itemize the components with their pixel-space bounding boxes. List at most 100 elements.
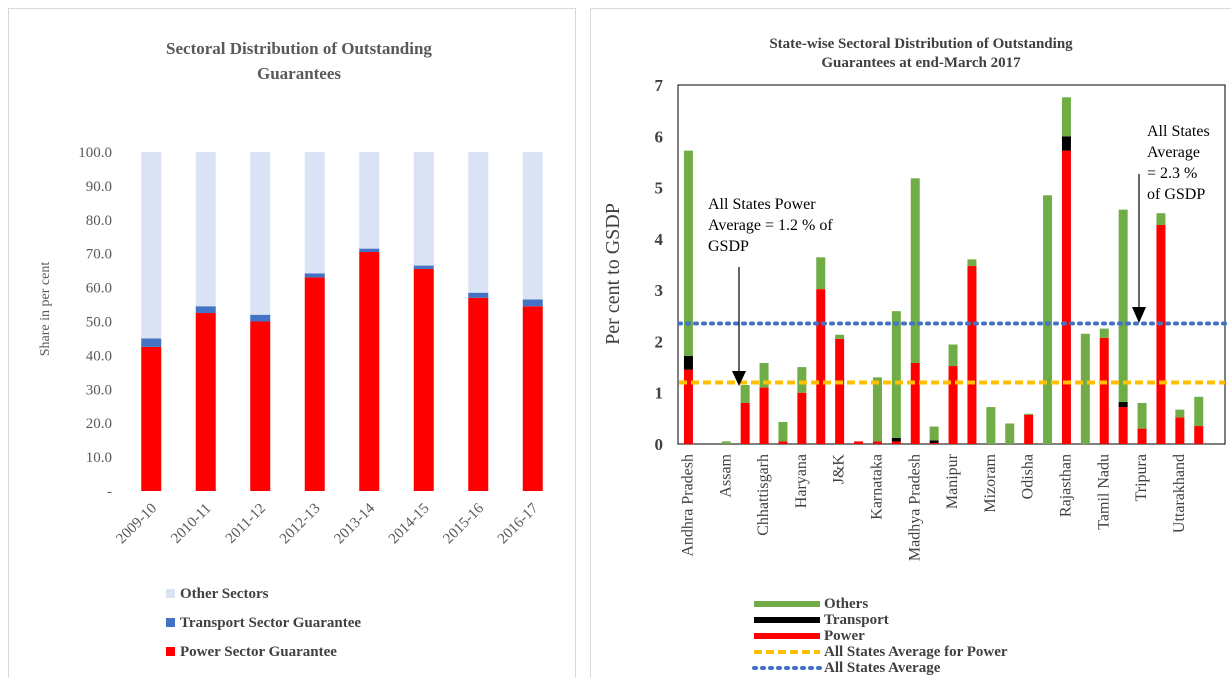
right-bar-others [1024, 413, 1034, 415]
right-x-tick-label: Manipur [944, 453, 961, 509]
right-bar-power [816, 289, 826, 444]
right-legend-label: Power [824, 628, 865, 644]
right-y-tick-label: 4 [655, 230, 664, 249]
right-x-tick-label: Mizoram [982, 453, 999, 512]
right-x-tick-label: Madhya Pradesh [906, 454, 923, 561]
right-bar-transport [683, 355, 693, 370]
left-y-tick-label: 70.0 [86, 247, 112, 263]
right-bar-others [797, 367, 807, 393]
right-y-tick-label: 2 [655, 332, 664, 351]
right-bar-others [683, 150, 693, 356]
right-bar-power [1156, 225, 1166, 444]
left-bar-power-sector-guarantee [359, 252, 380, 491]
left-x-tick-label: 2010-11 [168, 501, 214, 547]
left-bar-power-sector-guarantee [195, 313, 216, 491]
left-bar-transport-sector-guarantee [250, 314, 271, 322]
left-bar-other-sectors [359, 152, 380, 249]
right-bar-power [740, 402, 750, 444]
right-bar-power [891, 441, 901, 444]
left-chart-y-ticks: - 10.0 20.0 30.0 40.0 50.0 60.0 70.0 80.0 90.0 100… [78, 145, 112, 500]
left-y-tick-label: 90.0 [86, 179, 112, 195]
right-y-tick-label: 6 [655, 127, 664, 146]
annotation-power-average-arrowhead [732, 371, 746, 386]
right-legend-swatch [754, 633, 820, 639]
right-bar-others [1080, 333, 1090, 444]
left-chart-y-axis-label: Share in per cent [38, 262, 53, 357]
left-bar-other-sectors [141, 152, 162, 339]
annotation-all-average-arrowhead [1132, 307, 1146, 323]
right-chart-title-line2: Guarantees at end-March 2017 [821, 55, 1021, 71]
left-bar-power-sector-guarantee [141, 346, 162, 491]
right-bar-others [872, 377, 882, 442]
left-chart-bars [141, 152, 543, 491]
right-bar-power [1175, 417, 1185, 444]
right-bar-power [835, 338, 845, 444]
right-bar-others [1005, 423, 1015, 444]
right-x-tick-label: Andhra Pradesh [679, 454, 696, 557]
left-chart-panel: Sectoral Distribution of Outstanding Gua… [8, 8, 576, 678]
left-bar-power-sector-guarantee [468, 297, 489, 491]
left-legend-swatch [166, 647, 175, 656]
right-bar-others [1156, 213, 1166, 226]
left-y-tick-label: 40.0 [86, 348, 112, 364]
left-y-tick-label: 30.0 [86, 382, 112, 398]
right-chart-y-ticks: 0 1 2 3 4 5 6 7 [655, 76, 664, 454]
right-legend-swatch [754, 601, 820, 607]
right-chart-title-line1: State-wise Sectoral Distribution of Outs… [769, 36, 1073, 52]
annotation-power-average-text: GSDP [708, 238, 749, 255]
annotation-all-average-text: All States [1147, 123, 1210, 140]
right-bar-others [986, 407, 996, 444]
right-x-tick-label: Karnataka [868, 454, 885, 520]
right-bar-others [948, 344, 958, 367]
right-chart-annotations: All States Power Average = 1.2 % of GSDP Al… [708, 123, 1210, 386]
right-bar-power [1118, 407, 1128, 444]
left-chart-x-ticks: 2009-10 2010-11 2011-12 2012-13 2013-14 2014-… [113, 500, 542, 547]
annotation-power-average-text: All States Power [708, 196, 816, 213]
right-bar-power [1061, 150, 1071, 444]
right-bar-power [1194, 426, 1204, 444]
right-legend-label: All States Average for Power [824, 644, 1008, 660]
left-chart-legend: Other Sectors Transport Sector Guarantee P… [166, 586, 361, 660]
left-y-tick-label: 60.0 [86, 281, 112, 297]
right-x-tick-label: Odisha [1020, 454, 1037, 499]
right-bar-power [1099, 337, 1109, 444]
right-bar-others [1099, 328, 1109, 338]
left-bar-power-sector-guarantee [250, 321, 271, 491]
left-x-tick-label: 2012-13 [277, 501, 324, 548]
left-legend-label: Power Sector Guarantee [180, 644, 337, 660]
right-bar-others [967, 259, 977, 267]
right-legend-label: Transport [824, 612, 889, 628]
right-bar-power [910, 362, 920, 444]
left-bar-transport-sector-guarantee [522, 299, 543, 307]
left-bar-power-sector-guarantee [522, 306, 543, 491]
annotation-all-average-text: = 2.3 % [1147, 165, 1197, 182]
right-legend-label: All States Average [824, 660, 941, 676]
right-legend-label: Others [824, 596, 868, 612]
right-bar-others [1118, 209, 1128, 402]
right-bar-others [910, 178, 920, 363]
right-chart-reference-lines [677, 321, 1227, 385]
right-bar-power [948, 366, 958, 444]
right-y-tick-label: 7 [655, 76, 664, 95]
left-bar-transport-sector-guarantee [304, 273, 325, 278]
right-bar-others [816, 257, 826, 290]
left-y-tick-label: 10.0 [86, 450, 112, 466]
right-bar-others [1061, 97, 1071, 137]
right-bar-others [721, 441, 731, 444]
right-x-tick-label: Rajasthan [1057, 454, 1074, 517]
right-bar-power [759, 387, 769, 444]
left-bar-other-sectors [413, 152, 434, 266]
left-bar-transport-sector-guarantee [195, 306, 216, 314]
right-bar-power [778, 441, 788, 444]
left-bar-power-sector-guarantee [304, 277, 325, 491]
left-y-tick-label: 80.0 [86, 213, 112, 229]
right-bar-transport [1061, 136, 1071, 151]
right-bar-others [740, 385, 750, 403]
right-x-tick-label: Chhattisgarh [755, 454, 772, 536]
left-bar-transport-sector-guarantee [141, 338, 162, 347]
annotation-all-average-text: Average [1147, 144, 1200, 161]
annotation-all-average-text: of GSDP [1147, 186, 1205, 203]
left-legend-label: Transport Sector Guarantee [180, 615, 361, 631]
right-bar-others [929, 426, 939, 441]
left-bar-other-sectors [468, 152, 489, 293]
